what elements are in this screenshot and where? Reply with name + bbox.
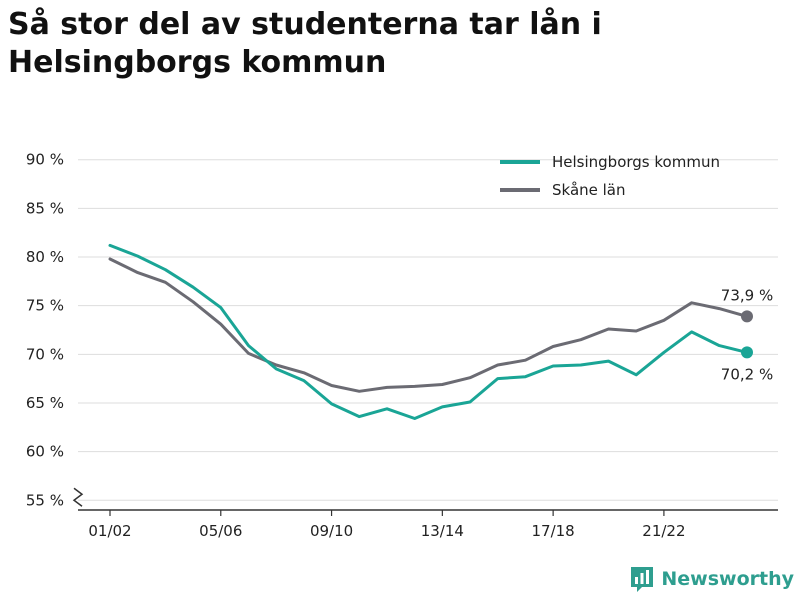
- x-tick-label: 17/18: [532, 522, 575, 540]
- y-tick-label: 90 %: [26, 151, 64, 169]
- brand-name: Newsworthy: [661, 568, 794, 590]
- x-tick-label: 13/14: [421, 522, 464, 540]
- y-tick-label: 55 %: [26, 491, 64, 509]
- y-tick-label: 70 %: [26, 345, 64, 363]
- bar-chart-icon: [631, 567, 654, 592]
- end-point-marker: [741, 346, 753, 359]
- x-tick-label: 01/02: [88, 522, 131, 540]
- series-line-skane-lan: [108, 257, 749, 393]
- legend: Helsingborgs kommun Skåne län: [500, 153, 720, 199]
- y-tick-label: 65 %: [26, 394, 64, 412]
- series-line-helsingborgs-kommun: [108, 243, 749, 420]
- legend-label: Skåne län: [552, 181, 626, 199]
- end-value-label: 73,9 %: [721, 286, 773, 304]
- axis-break-icon: [72, 487, 84, 507]
- end-value-label: 70,2 %: [721, 365, 773, 383]
- x-tick-label: 09/10: [310, 522, 353, 540]
- y-tick-label: 75 %: [26, 297, 64, 315]
- series-lines: 73,9 % 70,2 %: [108, 243, 773, 420]
- end-point-marker: [741, 310, 753, 323]
- y-tick-label: 60 %: [26, 443, 64, 461]
- y-tick-label: 85 %: [26, 199, 64, 217]
- y-tick-label: 80 %: [26, 248, 64, 266]
- x-tick-label: 05/06: [199, 522, 242, 540]
- brand-logo: Newsworthy: [629, 564, 794, 594]
- x-axis: 01/02 05/06 09/10 13/14 17/18 21/22: [78, 509, 778, 540]
- grid-lines: [78, 159, 778, 501]
- x-tick-label: 21/22: [642, 522, 685, 540]
- chart-title: Så stor del av studenterna tar lån i Hel…: [8, 7, 602, 80]
- legend-label: Helsingborgs kommun: [552, 153, 720, 171]
- y-axis-ticks: 55 % 60 % 65 % 70 % 75 % 80 % 85 % 90 %: [26, 151, 84, 509]
